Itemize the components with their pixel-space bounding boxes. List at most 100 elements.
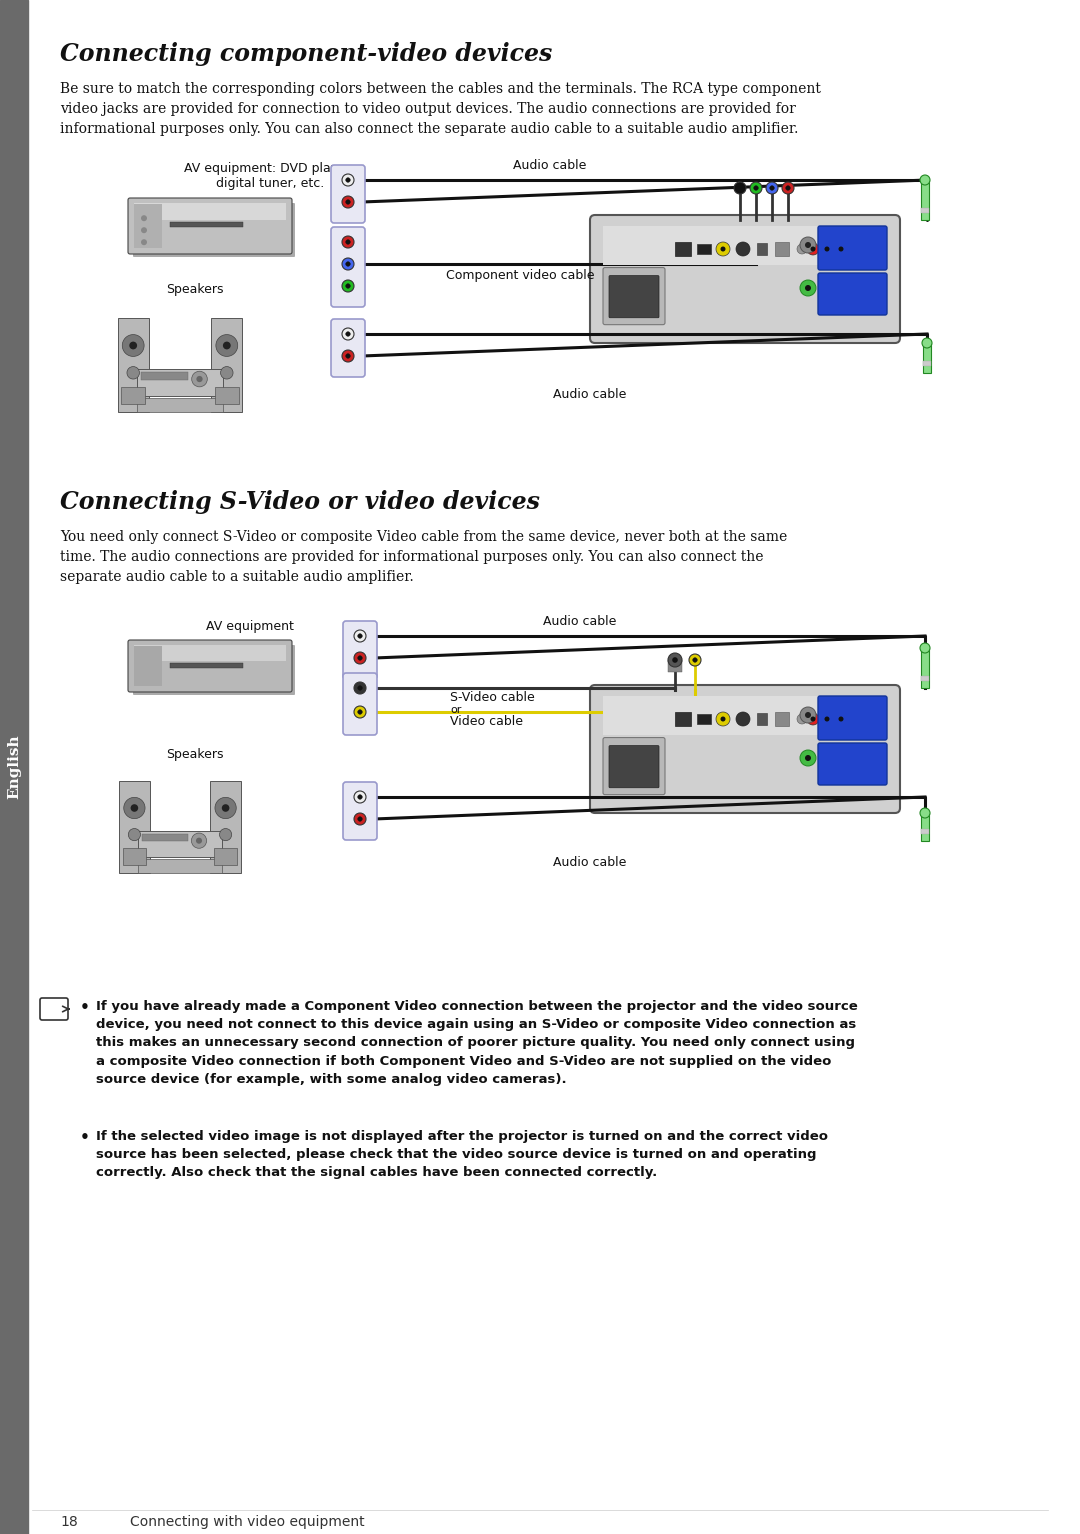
Circle shape bbox=[346, 331, 350, 336]
Text: If you have already made a Component Video connection between the projector and : If you have already made a Component Vid… bbox=[96, 1000, 858, 1086]
Text: Connecting component-video devices: Connecting component-video devices bbox=[60, 41, 552, 66]
Bar bbox=[0, 0, 28, 1534]
Text: S-Video cable: S-Video cable bbox=[450, 690, 535, 704]
Circle shape bbox=[805, 755, 811, 761]
Circle shape bbox=[835, 242, 847, 255]
Circle shape bbox=[770, 186, 774, 190]
Circle shape bbox=[222, 342, 231, 350]
FancyBboxPatch shape bbox=[133, 202, 295, 258]
Circle shape bbox=[342, 196, 354, 209]
Circle shape bbox=[342, 258, 354, 270]
Circle shape bbox=[720, 247, 726, 252]
FancyBboxPatch shape bbox=[818, 225, 887, 270]
Circle shape bbox=[838, 716, 843, 721]
FancyBboxPatch shape bbox=[330, 319, 365, 377]
Circle shape bbox=[346, 178, 350, 183]
FancyBboxPatch shape bbox=[609, 276, 659, 318]
Bar bbox=[757, 242, 767, 255]
Bar bbox=[118, 318, 149, 411]
Circle shape bbox=[342, 350, 354, 362]
Circle shape bbox=[805, 285, 811, 291]
Circle shape bbox=[354, 792, 366, 802]
FancyBboxPatch shape bbox=[330, 227, 365, 307]
Circle shape bbox=[346, 262, 350, 267]
Circle shape bbox=[141, 239, 147, 245]
Circle shape bbox=[920, 175, 930, 186]
Bar bbox=[134, 646, 162, 686]
FancyBboxPatch shape bbox=[590, 686, 900, 813]
Circle shape bbox=[735, 242, 750, 256]
Circle shape bbox=[669, 653, 681, 667]
Bar bbox=[921, 179, 929, 219]
Bar bbox=[921, 676, 929, 681]
Text: •: • bbox=[80, 1000, 90, 1016]
Circle shape bbox=[720, 716, 726, 721]
FancyBboxPatch shape bbox=[343, 621, 377, 680]
Circle shape bbox=[782, 183, 794, 193]
Circle shape bbox=[754, 186, 758, 190]
Circle shape bbox=[141, 227, 147, 233]
Text: English: English bbox=[6, 735, 21, 799]
Bar bbox=[215, 387, 239, 403]
Circle shape bbox=[786, 186, 791, 190]
Circle shape bbox=[797, 244, 807, 255]
Bar bbox=[775, 712, 789, 726]
Text: Connecting S-Video or video devices: Connecting S-Video or video devices bbox=[60, 489, 540, 514]
Circle shape bbox=[734, 183, 746, 193]
Bar bbox=[119, 781, 150, 873]
Circle shape bbox=[130, 342, 137, 350]
Text: Audio cable: Audio cable bbox=[543, 615, 617, 627]
Circle shape bbox=[346, 284, 350, 288]
FancyBboxPatch shape bbox=[40, 999, 68, 1020]
Bar bbox=[141, 373, 188, 380]
Circle shape bbox=[807, 242, 819, 255]
Circle shape bbox=[342, 173, 354, 186]
Circle shape bbox=[357, 634, 362, 638]
Circle shape bbox=[219, 828, 232, 841]
FancyBboxPatch shape bbox=[609, 746, 659, 788]
Circle shape bbox=[797, 713, 807, 724]
Circle shape bbox=[824, 716, 829, 721]
FancyBboxPatch shape bbox=[133, 644, 295, 695]
Bar bbox=[921, 828, 929, 834]
FancyBboxPatch shape bbox=[603, 267, 665, 325]
Circle shape bbox=[122, 334, 144, 356]
Circle shape bbox=[354, 706, 366, 718]
Circle shape bbox=[672, 657, 678, 663]
FancyBboxPatch shape bbox=[818, 742, 887, 785]
Bar bbox=[212, 318, 242, 411]
Bar bbox=[214, 848, 237, 865]
Bar bbox=[134, 204, 162, 249]
Bar bbox=[921, 209, 929, 213]
Circle shape bbox=[129, 828, 140, 841]
Bar bbox=[675, 712, 691, 726]
Circle shape bbox=[810, 716, 815, 721]
Text: If the selected video image is not displayed after the projector is turned on an: If the selected video image is not displ… bbox=[96, 1131, 828, 1180]
Text: AV equipment: AV equipment bbox=[206, 620, 294, 634]
Bar bbox=[211, 781, 241, 873]
Bar bbox=[923, 344, 931, 373]
Circle shape bbox=[738, 186, 742, 190]
Bar bbox=[121, 387, 145, 403]
Circle shape bbox=[735, 712, 750, 726]
Circle shape bbox=[692, 658, 698, 663]
Circle shape bbox=[922, 337, 932, 348]
Circle shape bbox=[346, 239, 350, 244]
Circle shape bbox=[220, 367, 233, 379]
Circle shape bbox=[805, 242, 811, 249]
Text: You need only connect S-Video or composite Video cable from the same device, nev: You need only connect S-Video or composi… bbox=[60, 531, 787, 584]
Circle shape bbox=[838, 247, 843, 252]
Circle shape bbox=[216, 334, 238, 356]
Circle shape bbox=[920, 808, 930, 818]
Bar bbox=[138, 859, 221, 873]
Circle shape bbox=[141, 215, 147, 221]
Circle shape bbox=[124, 798, 145, 819]
Text: or: or bbox=[450, 706, 461, 715]
Circle shape bbox=[192, 371, 207, 387]
Circle shape bbox=[342, 236, 354, 249]
Circle shape bbox=[195, 838, 202, 844]
Bar bbox=[669, 660, 681, 672]
Circle shape bbox=[357, 655, 362, 660]
Text: Speakers: Speakers bbox=[166, 749, 224, 761]
Circle shape bbox=[920, 643, 930, 653]
